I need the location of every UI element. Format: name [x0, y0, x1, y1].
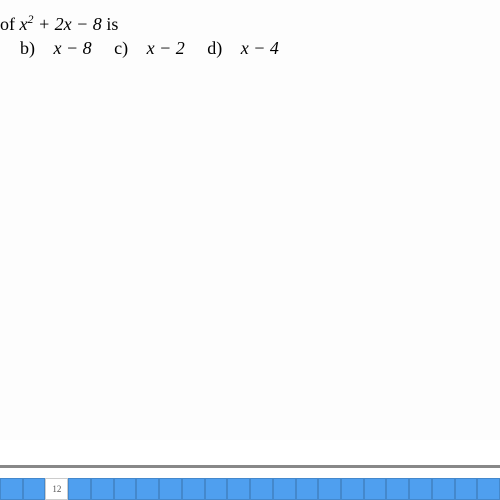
- question-text: of x2 + 2x − 8 is: [0, 12, 118, 35]
- ruler-cell[interactable]: [205, 478, 228, 500]
- ruler-cell[interactable]: [341, 478, 364, 500]
- ruler-cell[interactable]: [68, 478, 91, 500]
- ruler-cell[interactable]: [296, 478, 319, 500]
- ruler-cell[interactable]: [23, 478, 46, 500]
- timeline-ruler[interactable]: 12: [0, 468, 500, 500]
- option-d: d) x − 4: [207, 38, 279, 59]
- ruler-cell[interactable]: [136, 478, 159, 500]
- option-text: x − 2: [147, 38, 185, 58]
- question-expression: x2 + 2x − 8: [20, 14, 102, 34]
- ruler-cells: 12: [0, 478, 500, 500]
- ruler-cell[interactable]: [273, 478, 296, 500]
- option-label: d): [207, 38, 222, 58]
- ruler-cell[interactable]: [318, 478, 341, 500]
- document-page: of x2 + 2x − 8 is b) x − 8 c) x − 2 d) x…: [0, 0, 500, 440]
- option-label: b): [20, 38, 35, 58]
- ruler-cell[interactable]: [477, 478, 500, 500]
- ruler-cell[interactable]: [0, 478, 23, 500]
- answer-options: b) x − 8 c) x − 2 d) x − 4: [20, 38, 297, 59]
- option-c: c) x − 2: [114, 38, 185, 59]
- ruler-cell[interactable]: [182, 478, 205, 500]
- ruler-cell[interactable]: [364, 478, 387, 500]
- ruler-cell[interactable]: [386, 478, 409, 500]
- question-prefix: of: [0, 14, 20, 34]
- ruler-cell[interactable]: [91, 478, 114, 500]
- option-label: c): [114, 38, 128, 58]
- ruler-cell[interactable]: [159, 478, 182, 500]
- option-text: x − 4: [241, 38, 279, 58]
- ruler-cell[interactable]: [250, 478, 273, 500]
- option-text: x − 8: [54, 38, 92, 58]
- ruler-cell[interactable]: [114, 478, 137, 500]
- ruler-cell[interactable]: [432, 478, 455, 500]
- ruler-cell-current[interactable]: 12: [45, 478, 68, 500]
- ruler-cell[interactable]: [227, 478, 250, 500]
- question-suffix: is: [102, 14, 119, 34]
- option-b: b) x − 8: [20, 38, 92, 59]
- ruler-cell[interactable]: [409, 478, 432, 500]
- ruler-cell[interactable]: [455, 478, 478, 500]
